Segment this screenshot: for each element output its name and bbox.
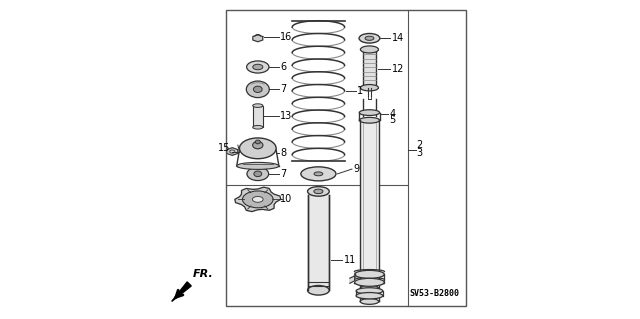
Ellipse shape — [253, 125, 263, 129]
Ellipse shape — [253, 86, 262, 93]
Ellipse shape — [308, 286, 329, 295]
Ellipse shape — [308, 187, 329, 196]
Text: 1: 1 — [357, 86, 364, 96]
Text: 6: 6 — [280, 62, 286, 72]
Text: 14: 14 — [392, 33, 404, 43]
Bar — [253, 106, 263, 127]
Ellipse shape — [253, 64, 263, 70]
Polygon shape — [172, 282, 191, 301]
Text: 15: 15 — [218, 143, 230, 153]
Text: 3: 3 — [417, 148, 423, 158]
Text: 16: 16 — [280, 32, 292, 42]
Ellipse shape — [253, 142, 263, 149]
Bar — [363, 49, 376, 88]
Ellipse shape — [355, 278, 384, 286]
Ellipse shape — [360, 46, 378, 53]
Ellipse shape — [301, 167, 336, 181]
Text: FR.: FR. — [193, 269, 213, 279]
Ellipse shape — [359, 110, 380, 115]
Bar — [360, 120, 379, 289]
Text: 2: 2 — [417, 140, 423, 150]
Ellipse shape — [356, 288, 383, 294]
Ellipse shape — [239, 138, 276, 159]
Ellipse shape — [243, 191, 273, 208]
Ellipse shape — [252, 197, 263, 202]
Polygon shape — [227, 148, 238, 155]
Ellipse shape — [253, 104, 263, 108]
Text: 10: 10 — [280, 194, 292, 204]
Ellipse shape — [360, 85, 378, 91]
Text: 4: 4 — [389, 109, 396, 119]
Ellipse shape — [246, 61, 269, 73]
Polygon shape — [235, 187, 281, 211]
Ellipse shape — [246, 81, 269, 98]
Ellipse shape — [360, 299, 379, 304]
Text: 5: 5 — [389, 115, 396, 125]
Text: 7: 7 — [280, 84, 286, 94]
Text: 8: 8 — [280, 148, 286, 158]
Ellipse shape — [255, 140, 260, 144]
Ellipse shape — [254, 171, 262, 177]
Text: 13: 13 — [280, 111, 292, 122]
Ellipse shape — [314, 172, 323, 176]
Ellipse shape — [359, 117, 380, 123]
Polygon shape — [350, 276, 355, 283]
Polygon shape — [253, 35, 263, 42]
Ellipse shape — [365, 36, 374, 41]
Ellipse shape — [360, 285, 379, 292]
Ellipse shape — [356, 293, 383, 299]
Text: SV53-B2800: SV53-B2800 — [410, 289, 460, 298]
Ellipse shape — [314, 189, 323, 194]
Ellipse shape — [359, 33, 380, 43]
Bar — [308, 191, 329, 290]
Text: 9: 9 — [353, 164, 360, 174]
Text: 12: 12 — [392, 63, 404, 74]
Ellipse shape — [247, 167, 269, 181]
Text: 7: 7 — [280, 169, 286, 179]
Ellipse shape — [355, 270, 384, 278]
Text: 11: 11 — [344, 255, 356, 265]
Bar — [226, 10, 466, 306]
Ellipse shape — [237, 162, 279, 169]
